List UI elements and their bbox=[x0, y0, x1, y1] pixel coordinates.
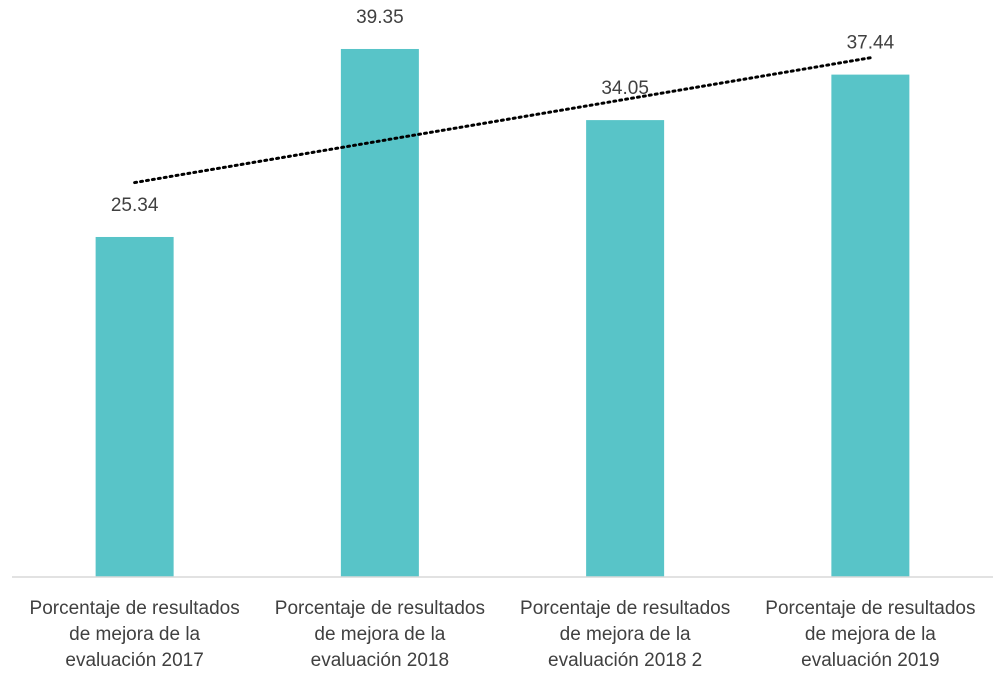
bar bbox=[831, 74, 910, 577]
bar bbox=[340, 48, 419, 577]
x-tick-label: Porcentaje de resultados de mejora de la… bbox=[765, 598, 976, 671]
trendline bbox=[133, 56, 872, 185]
data-label: 37.44 bbox=[847, 33, 895, 54]
data-label: 39.35 bbox=[356, 7, 404, 28]
data-label: 34.05 bbox=[601, 78, 649, 99]
x-tick-label: Porcentaje de resultados de mejora de la… bbox=[29, 598, 240, 671]
x-tick-label: Porcentaje de resultados de mejora de la… bbox=[274, 598, 485, 671]
bar bbox=[586, 120, 665, 578]
x-tick-label: Porcentaje de resultados de mejora de la… bbox=[520, 598, 731, 671]
bar bbox=[95, 236, 174, 577]
data-label: 25.34 bbox=[111, 195, 159, 216]
